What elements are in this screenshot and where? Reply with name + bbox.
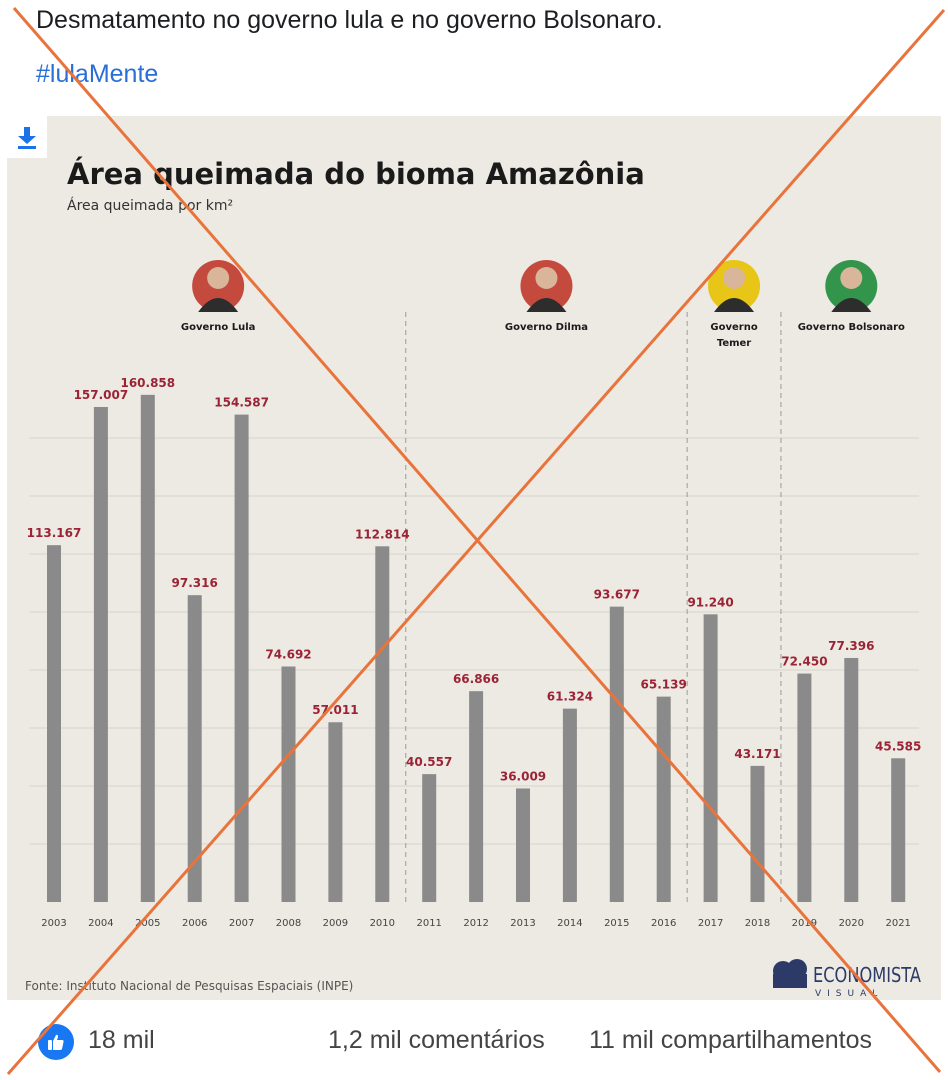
post-image[interactable]: Área queimada do bioma Amazônia Área que… — [7, 116, 941, 1000]
tick-label-2005: 2005 — [135, 918, 160, 929]
government-label: Governo Dilma — [505, 322, 588, 333]
tick-label-2010: 2010 — [370, 918, 395, 929]
download-icon — [18, 127, 36, 149]
like-reaction-button[interactable] — [38, 1024, 74, 1060]
data-label-2005: 160.858 — [120, 376, 175, 390]
tick-label-2008: 2008 — [276, 918, 301, 929]
portrait-governo-lula — [192, 260, 245, 312]
data-label-2009: 57.011 — [312, 703, 358, 717]
bar-2014 — [562, 708, 577, 902]
chart-subtitle: Área queimada por km² — [67, 197, 233, 214]
bar-2009 — [328, 722, 343, 902]
portrait-governo-bolsonaro — [825, 260, 878, 312]
bar-2006 — [187, 595, 202, 902]
data-label-2010: 112.814 — [355, 527, 410, 541]
tick-label-2009: 2009 — [323, 918, 348, 929]
portrait-face — [723, 267, 746, 289]
tick-label-2018: 2018 — [745, 918, 770, 929]
bar-2016 — [656, 696, 671, 902]
bar-2020 — [844, 657, 859, 902]
data-label-2012: 66.866 — [453, 672, 499, 686]
bar-2015 — [609, 606, 624, 902]
portrait-face — [207, 267, 230, 289]
brand-name: ECONOMISTA — [813, 963, 921, 987]
data-label-2013: 36.009 — [500, 769, 546, 783]
data-label-2019: 72.450 — [781, 655, 827, 669]
brand-logo: ECONOMISTA VISUAL — [773, 959, 921, 999]
tick-label-2011: 2011 — [416, 918, 441, 929]
tick-label-2014: 2014 — [557, 918, 582, 929]
tick-label-2012: 2012 — [463, 918, 488, 929]
hashtag-link[interactable]: #lulaMente — [36, 60, 159, 88]
data-label-2007: 154.587 — [214, 396, 269, 410]
brand-sub: VISUAL — [815, 989, 883, 999]
government-label: Temer — [717, 338, 751, 349]
tick-label-2020: 2020 — [839, 918, 864, 929]
tick-label-2015: 2015 — [604, 918, 629, 929]
data-label-2011: 40.557 — [406, 755, 452, 769]
data-label-2018: 43.171 — [734, 747, 780, 761]
portrait-face — [535, 267, 558, 289]
burned-area-chart: Área queimada do bioma Amazônia Área que… — [25, 157, 921, 999]
data-label-2016: 65.139 — [641, 678, 687, 692]
government-label: Governo Lula — [181, 322, 255, 333]
tick-label-2004: 2004 — [88, 918, 113, 929]
government-label: Governo Bolsonaro — [798, 322, 905, 333]
portrait-governo-dilma — [520, 260, 573, 312]
binoculars-icon — [773, 959, 807, 988]
tick-label-2003: 2003 — [41, 918, 66, 929]
data-label-2014: 61.324 — [547, 690, 593, 704]
bar-2017 — [703, 614, 718, 902]
data-label-2008: 74.692 — [265, 648, 311, 662]
tick-label-2013: 2013 — [510, 918, 535, 929]
tick-label-2006: 2006 — [182, 918, 207, 929]
data-label-2017: 91.240 — [687, 595, 733, 609]
bar-2007 — [234, 414, 249, 902]
data-label-2020: 77.396 — [828, 639, 874, 653]
thumbs-up-icon — [48, 1034, 64, 1050]
chart-title: Área queimada do bioma Amazônia — [67, 157, 645, 191]
tick-label-2019: 2019 — [792, 918, 817, 929]
bar-2018 — [750, 765, 765, 902]
bar-2011 — [422, 774, 437, 902]
download-button[interactable] — [7, 116, 47, 158]
data-label-2015: 93.677 — [594, 588, 640, 602]
tick-label-2017: 2017 — [698, 918, 723, 929]
bar-2003 — [47, 545, 61, 902]
tick-label-2021: 2021 — [885, 918, 910, 929]
data-label-2004: 157.007 — [74, 388, 129, 402]
data-label-2021: 45.585 — [875, 739, 921, 753]
bar-2012 — [469, 691, 484, 902]
post-text: Desmatamento no governo lula e no govern… — [36, 6, 663, 34]
data-label-2006: 97.316 — [172, 576, 218, 590]
bar-2013 — [516, 788, 530, 902]
government-label: Governo — [710, 322, 757, 333]
comments-count[interactable]: 1,2 mil comentários — [328, 1026, 545, 1054]
portrait-face — [840, 267, 863, 289]
data-label-2003: 113.167 — [27, 526, 82, 540]
likes-count[interactable]: 18 mil — [88, 1026, 155, 1054]
bar-2010 — [375, 546, 390, 902]
tick-label-2016: 2016 — [651, 918, 676, 929]
reactions-bar: 18 mil 1,2 mil comentários 11 mil compar… — [0, 1000, 948, 1080]
chart-source: Fonte: Instituto Nacional de Pesquisas E… — [25, 979, 353, 993]
bar-2004 — [93, 406, 108, 902]
bar-2005 — [140, 394, 155, 902]
shares-count[interactable]: 11 mil compartilhamentos — [589, 1026, 872, 1054]
bar-2019 — [797, 673, 812, 902]
bar-2008 — [281, 666, 296, 902]
tick-label-2007: 2007 — [229, 918, 254, 929]
portrait-governo-temer — [708, 260, 761, 312]
bar-2021 — [891, 758, 906, 902]
